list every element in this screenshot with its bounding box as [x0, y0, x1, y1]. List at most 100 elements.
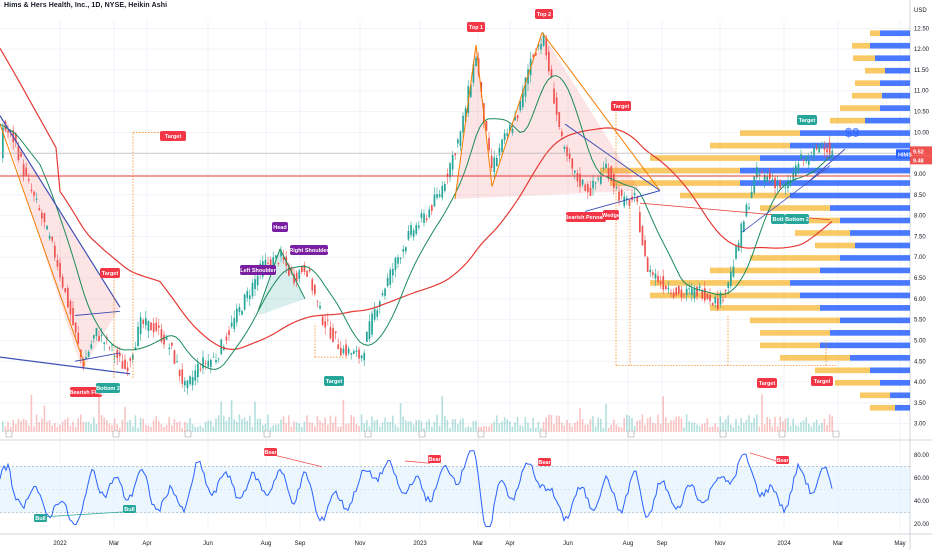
price-tick-label: 7.50 [914, 234, 926, 240]
vp-up-bar [875, 55, 910, 62]
volume-bar [15, 424, 17, 432]
candle-body [815, 148, 818, 150]
candle-body [215, 360, 217, 363]
candle-body [56, 260, 59, 267]
candle-body [428, 209, 431, 218]
volume-bar [535, 427, 537, 432]
volume-bar [142, 418, 144, 432]
candle-body [314, 284, 316, 294]
candle-body [306, 270, 308, 277]
volume-bar [620, 427, 623, 432]
candle-body [202, 357, 204, 369]
candle-body [389, 269, 392, 285]
volume-bar [355, 424, 358, 432]
volume-bar [431, 426, 433, 432]
label-target-6: Target [757, 378, 777, 388]
volume-bar [516, 417, 519, 432]
candle-body [82, 358, 85, 368]
label-head-bg [272, 222, 288, 232]
candle-body [350, 353, 353, 355]
vp-up-bar [790, 192, 910, 199]
candle-body [506, 133, 509, 136]
candle-body [693, 287, 696, 299]
candle-body [464, 108, 467, 122]
candle-body [189, 376, 191, 385]
volume-bar [763, 424, 766, 432]
candle-body [67, 287, 69, 308]
candle-body [199, 368, 202, 370]
volume-bar [33, 426, 35, 432]
rsi-label-bull-2: Bull [123, 505, 136, 513]
candle-body [282, 256, 285, 260]
candle-body [72, 307, 74, 325]
volume-bar [769, 418, 771, 432]
vp-down-bar [750, 255, 840, 261]
rsi-axis: 80.00 60.00 40.00 20.00 [914, 453, 930, 528]
candle-body [787, 180, 789, 189]
candle-body [207, 360, 210, 367]
volume-bar [202, 427, 204, 432]
volume-bar [264, 423, 267, 432]
vp-up-bar [790, 280, 910, 286]
candle-body [431, 205, 433, 211]
candle-body [217, 358, 220, 360]
volume-bar [392, 415, 394, 432]
label-right-shoulder: Right Shoulder [289, 245, 330, 255]
volume-bar [615, 424, 618, 432]
candle-body [613, 174, 615, 188]
volume-bar [407, 421, 410, 432]
candle-body [441, 185, 444, 198]
price-tick-label: 11.00 [914, 89, 929, 95]
volume-bar [163, 427, 165, 432]
candle-body [340, 347, 342, 356]
volume-bar [561, 422, 563, 432]
volume-bar [119, 427, 121, 432]
volume-bar [176, 422, 178, 432]
candle-body [191, 377, 194, 386]
candle-body [256, 275, 259, 286]
time-tick-label: Sep [295, 541, 306, 547]
volume-bar [743, 423, 745, 432]
candle-body [451, 154, 454, 170]
volume-bar [215, 418, 217, 432]
vp-up-bar [800, 292, 910, 299]
candle-body [269, 259, 272, 268]
candle-body [683, 294, 685, 295]
volume-bar [293, 421, 295, 432]
volume-bar [347, 423, 350, 432]
label-bearish-pennant-bg [566, 212, 606, 222]
volume-bar [672, 420, 675, 432]
volume-bar [220, 401, 222, 432]
volume-bar [350, 415, 352, 432]
label-bott-text: Bott [773, 217, 784, 223]
volume-bar [828, 414, 831, 432]
volume-bar [701, 424, 703, 432]
volume-bar [633, 426, 636, 432]
volume-bar [386, 421, 389, 432]
trend-line [741, 165, 831, 233]
volume-bar [262, 425, 264, 432]
candle-body [589, 187, 592, 197]
vp-down-bar [710, 142, 790, 149]
volume-bar [199, 425, 202, 432]
trend-line [491, 32, 543, 187]
volume-bar [779, 416, 781, 432]
label-target-3-bg [324, 376, 344, 386]
grid-lines [0, 20, 910, 530]
candle-body [470, 84, 472, 97]
candle-body [342, 348, 345, 354]
volume-bar [810, 426, 813, 432]
candle-body [802, 159, 805, 161]
volume-bar [558, 415, 560, 432]
candle-body [649, 269, 652, 273]
candle-body [113, 356, 116, 358]
volume-bar [132, 426, 134, 432]
candle-body [152, 323, 155, 333]
vp-down-bar [760, 330, 830, 336]
volume-bar [48, 420, 51, 432]
volume-bar [678, 416, 680, 432]
candle-body [724, 290, 727, 292]
candle-body [657, 275, 659, 282]
vp-up-bar [820, 267, 910, 274]
